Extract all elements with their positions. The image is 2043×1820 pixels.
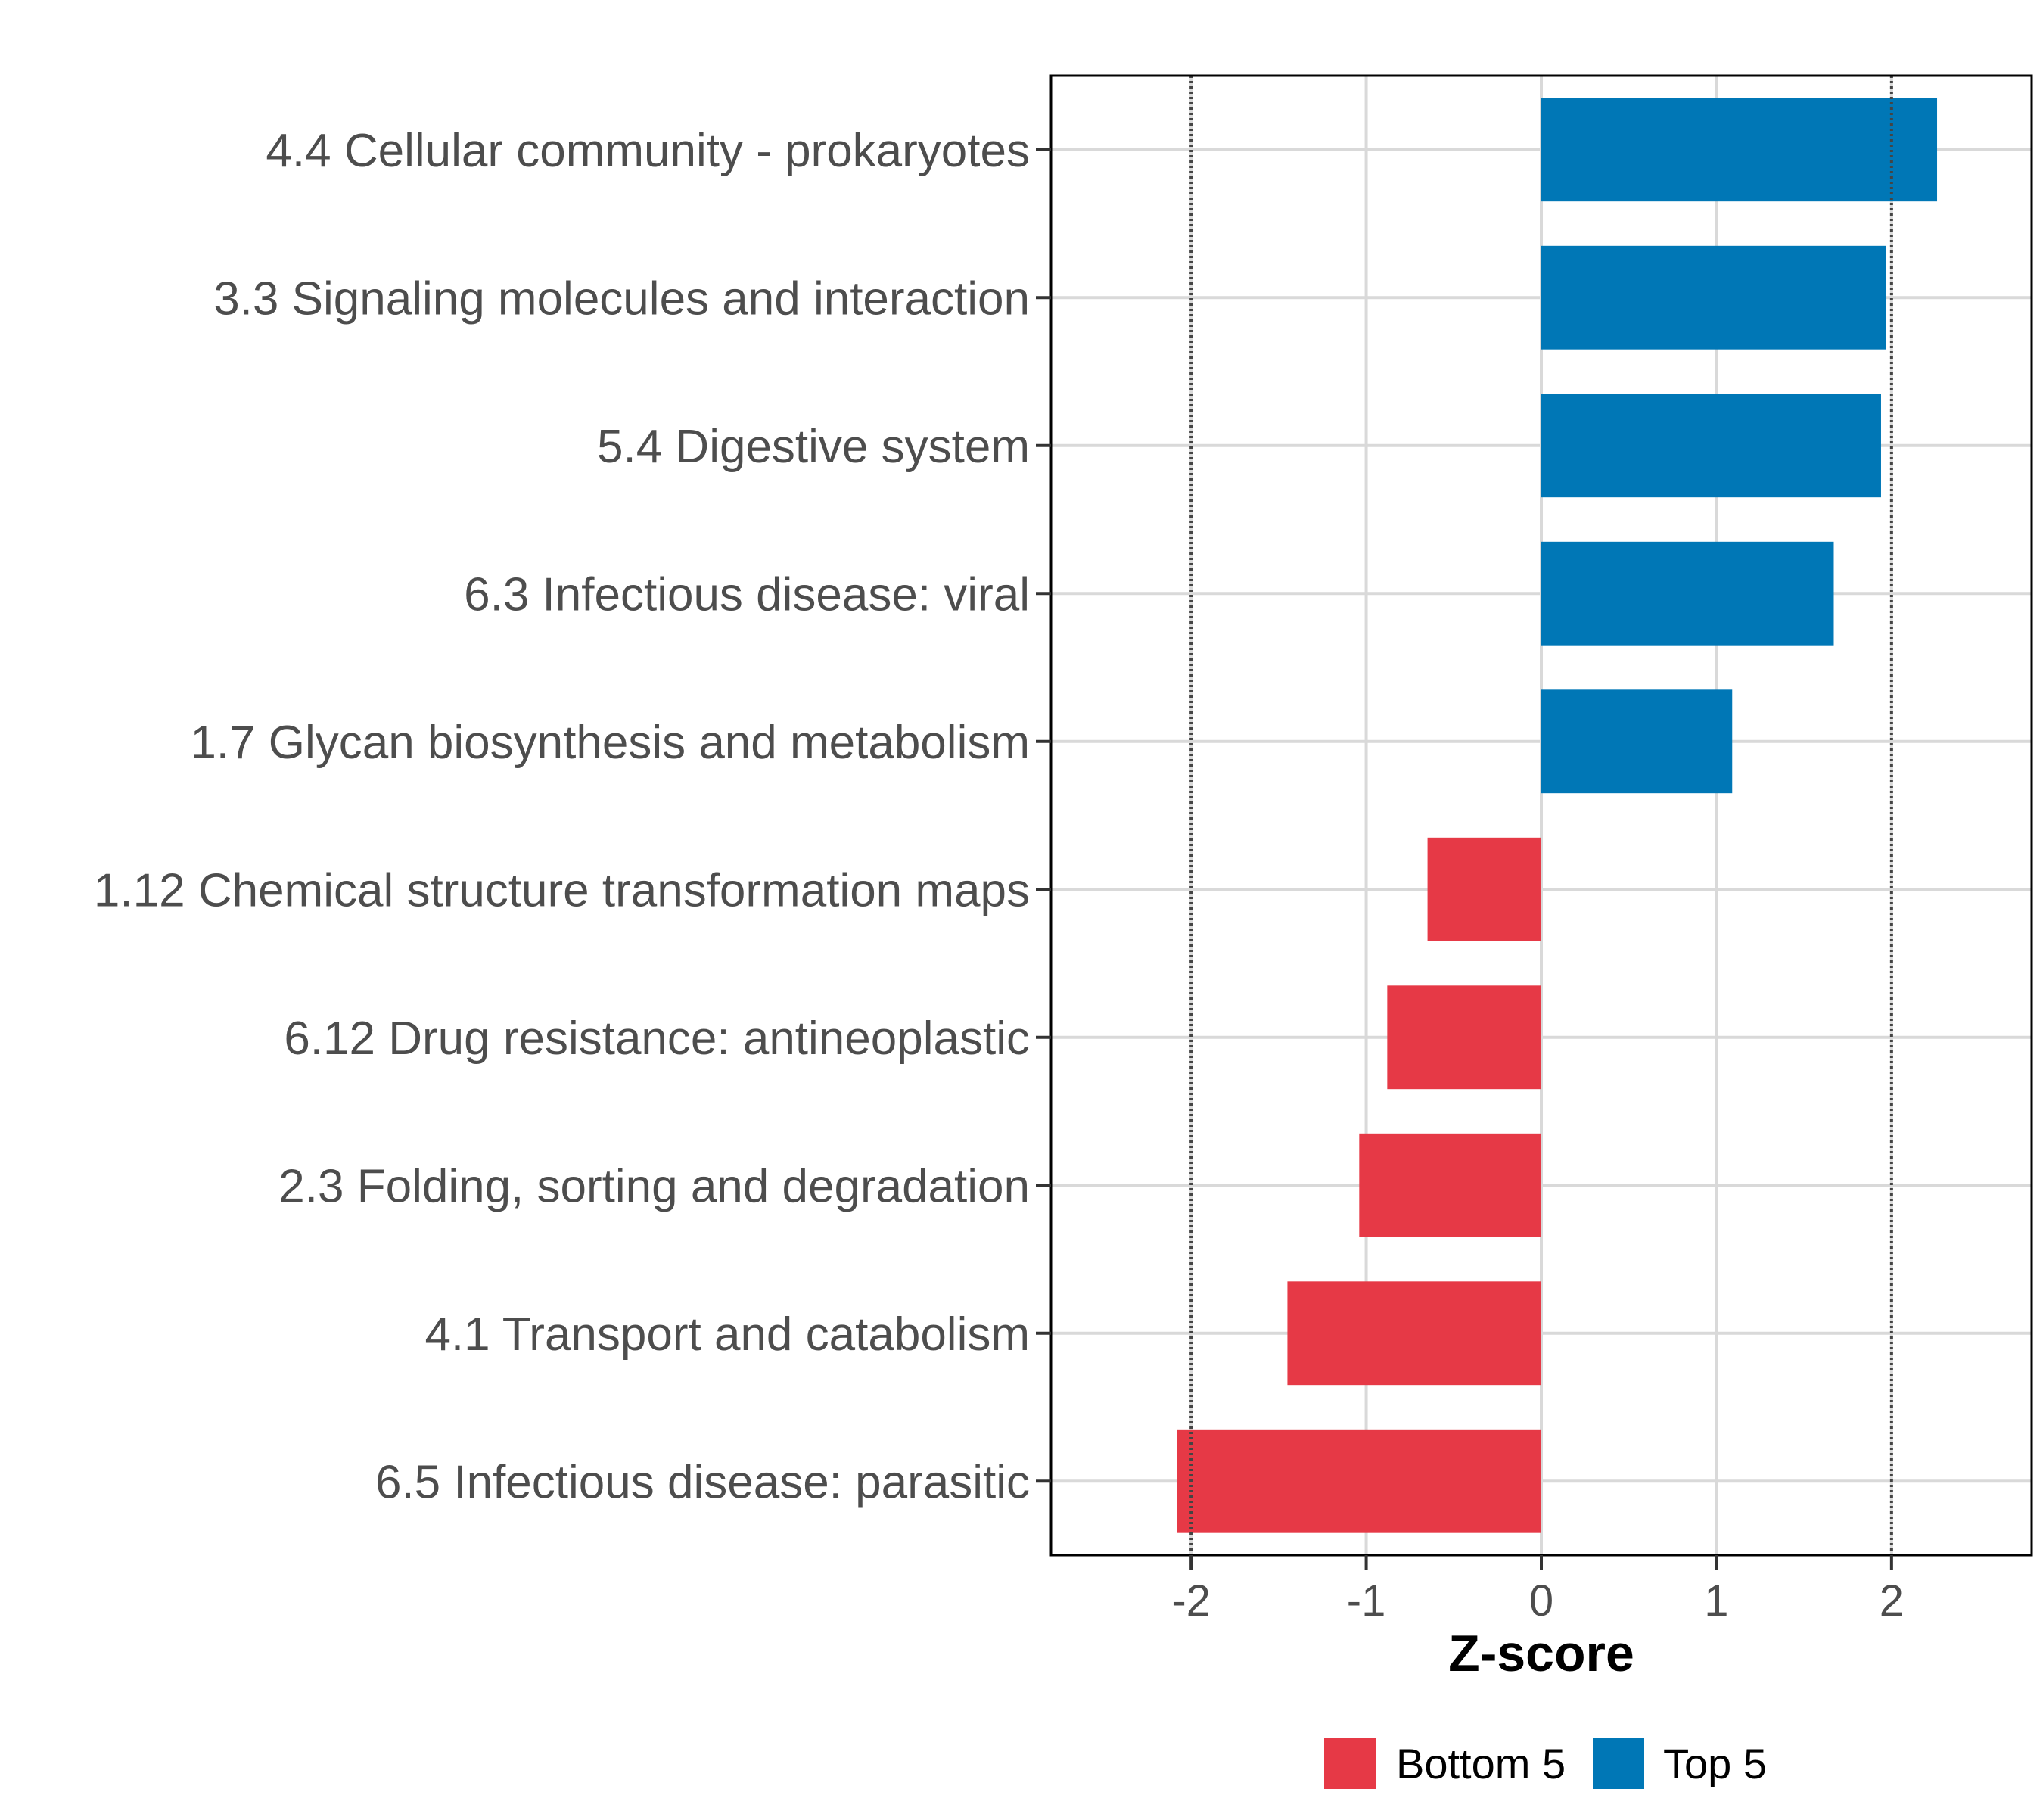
category-label: 4.1 Transport and catabolism	[424, 1308, 1030, 1361]
bar-6	[1427, 837, 1541, 941]
category-label: 1.7 Glycan biosynthesis and metabolism	[190, 717, 1030, 769]
legend-swatch	[1593, 1738, 1644, 1789]
category-label: 6.12 Drug resistance: antineoplastic	[284, 1013, 1030, 1065]
bar-4	[1541, 541, 1834, 646]
x-tick-label: -2	[1171, 1576, 1211, 1626]
category-label: 3.3 Signaling molecules and interaction	[213, 272, 1030, 325]
bar-9	[1287, 1281, 1541, 1386]
bars	[1177, 98, 1938, 1533]
category-label: 6.3 Infectious disease: viral	[464, 568, 1030, 621]
bar-8	[1359, 1133, 1541, 1237]
category-label: 2.3 Folding, sorting and degradation	[278, 1160, 1030, 1212]
bar-5	[1541, 689, 1733, 794]
legend-label: Bottom 5	[1396, 1740, 1566, 1787]
legend: Bottom 5 Top 5	[1324, 1738, 1767, 1789]
x-axis-title: Z-score	[1448, 1625, 1634, 1682]
bar-10	[1177, 1429, 1541, 1533]
legend-swatch	[1324, 1738, 1376, 1789]
x-tick-label: -1	[1347, 1576, 1386, 1626]
bar-7	[1387, 985, 1541, 1090]
y-axis: 4.4 Cellular community - prokaryotes 3.3 …	[94, 125, 1051, 1508]
category-label: 4.4 Cellular community - prokaryotes	[266, 125, 1030, 177]
x-tick-label: 2	[1880, 1576, 1904, 1626]
legend-label: Top 5	[1663, 1740, 1767, 1787]
bar-2	[1541, 245, 1886, 350]
category-label: 1.12 Chemical structure transformation m…	[94, 864, 1030, 916]
bar-3	[1541, 394, 1881, 498]
x-tick-label: 1	[1704, 1576, 1728, 1626]
category-label: 5.4 Digestive system	[597, 421, 1030, 473]
category-label: 6.5 Infectious disease: parasitic	[375, 1456, 1030, 1508]
x-tick-label: 0	[1529, 1576, 1553, 1626]
bar-1	[1541, 98, 1938, 202]
x-axis: -2 -1 0 1 2	[1171, 1555, 1904, 1626]
